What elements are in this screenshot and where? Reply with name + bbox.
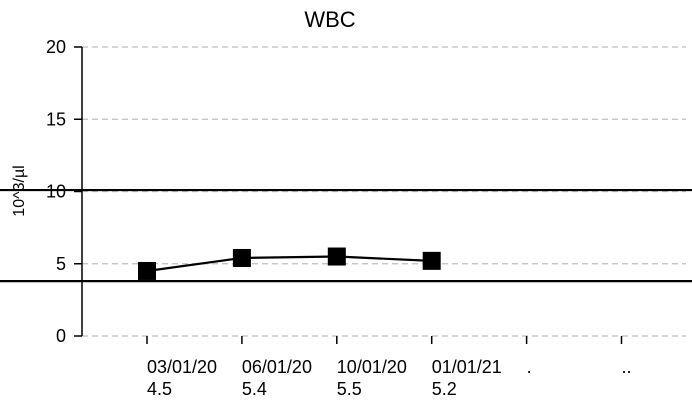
x-tick-label: ..: [622, 357, 632, 377]
gridlines: [82, 46, 686, 337]
axes: [74, 46, 623, 344]
x-tick-label: .: [527, 357, 532, 377]
y-tick-labels: 0 5 10 15 20: [46, 37, 66, 346]
data-value-label: 4.5: [147, 379, 172, 399]
y-tick-label: 15: [46, 109, 66, 129]
data-point: [327, 247, 346, 266]
chart-title: WBC: [304, 7, 355, 32]
data-point: [422, 251, 441, 270]
reference-lines: [0, 188, 692, 283]
series-line: [146, 255, 432, 273]
y-tick-label: 0: [56, 326, 66, 346]
data-point: [232, 248, 251, 267]
y-tick-label: 10: [46, 182, 66, 202]
data-value-label: 5.5: [337, 379, 362, 399]
x-tick-label: 01/01/21: [432, 357, 502, 377]
x-tick-label: 06/01/20: [242, 357, 312, 377]
data-value-label: 5.2: [432, 379, 457, 399]
x-tick-label: 10/01/20: [337, 357, 407, 377]
data-value-label: 5.4: [242, 379, 267, 399]
data-point: [138, 261, 156, 280]
x-tick-label: 03/01/20: [147, 357, 217, 377]
y-tick-label: 20: [46, 37, 66, 57]
series-group: [138, 247, 441, 280]
y-tick-label: 5: [56, 254, 66, 274]
x-tick-labels: 03/01/20 06/01/20 10/01/20 01/01/21. .. 4.5 5.…: [147, 357, 632, 399]
